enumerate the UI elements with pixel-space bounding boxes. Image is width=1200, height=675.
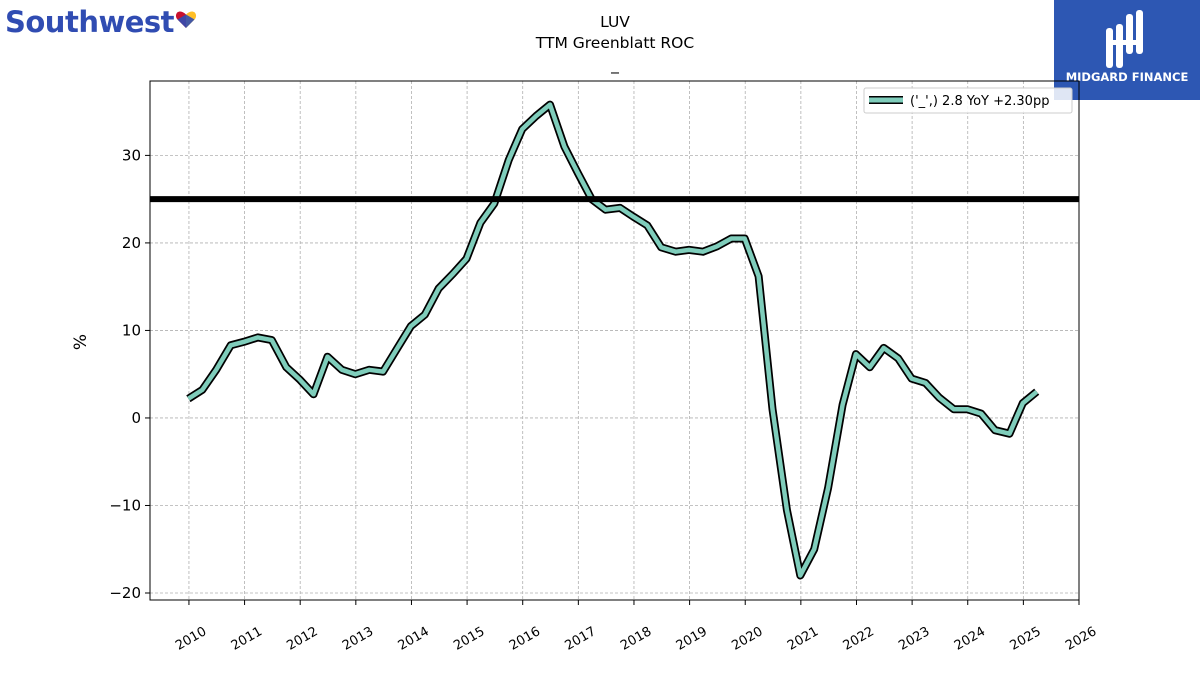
chart-title: LUV [600, 13, 630, 31]
x-tick-label: 2017 [563, 624, 599, 654]
y-axis: −20 −10 0 10 20 30 [109, 146, 150, 602]
legend-box [863, 87, 1073, 114]
plot-frame [149, 80, 1080, 601]
midgard-wordmark: MIDGARD FINANCE [1065, 70, 1189, 84]
y-tick-label: −10 [109, 496, 141, 514]
midgard-finance-logo: MIDGARD FINANCE [1054, 0, 1200, 100]
y-tick-label: −20 [109, 584, 141, 602]
x-tick-label: 2019 [674, 624, 710, 654]
x-tick-label: 2015 [451, 624, 487, 654]
x-tick-label: 2026 [1063, 624, 1099, 654]
x-axis: 2010 2011 2012 2013 2014 2015 2016 2017 2018 2019… [173, 600, 1099, 654]
southwest-logo: Southwest [5, 4, 197, 40]
chart-subtitle-2: _ [610, 56, 619, 75]
chart-subtitle: TTM Greenblatt ROC [535, 34, 694, 52]
x-tick-label: 2021 [785, 624, 821, 654]
x-tick-label: 2023 [896, 624, 932, 654]
legend: ('_',) 2.8 YoY +2.30pp [863, 87, 1073, 114]
x-tick-label: 2018 [618, 624, 654, 654]
x-tick-label: 2013 [340, 624, 376, 654]
x-tick-label: 2024 [952, 624, 988, 654]
series-line [187, 102, 1039, 578]
southwest-wordmark: Southwest [5, 5, 175, 39]
series-layer [186, 100, 1040, 580]
x-tick-label: 2016 [507, 624, 543, 654]
x-tick-label: 2014 [396, 624, 432, 654]
x-gridlines [188, 81, 1024, 600]
x-tick-label: 2025 [1008, 624, 1044, 654]
x-tick-label: 2022 [841, 624, 877, 654]
x-tick-label: 2011 [229, 624, 265, 654]
series-line-outline [186, 100, 1040, 580]
midgard-logo-mark-icon [1106, 10, 1143, 68]
southwest-heart-icon [175, 11, 197, 29]
x-tick-label: 2012 [284, 624, 320, 654]
y-tick-label: 10 [122, 321, 141, 339]
legend-label: ('_',) 2.8 YoY +2.30pp [910, 94, 1049, 109]
y-tick-label: 30 [122, 146, 141, 164]
y-axis-label: % [71, 334, 91, 350]
x-tick-label: 2020 [729, 624, 765, 654]
y-tick-label: 0 [131, 409, 141, 427]
x-tick-label: 2010 [173, 624, 209, 654]
y-tick-label: 20 [122, 234, 141, 252]
